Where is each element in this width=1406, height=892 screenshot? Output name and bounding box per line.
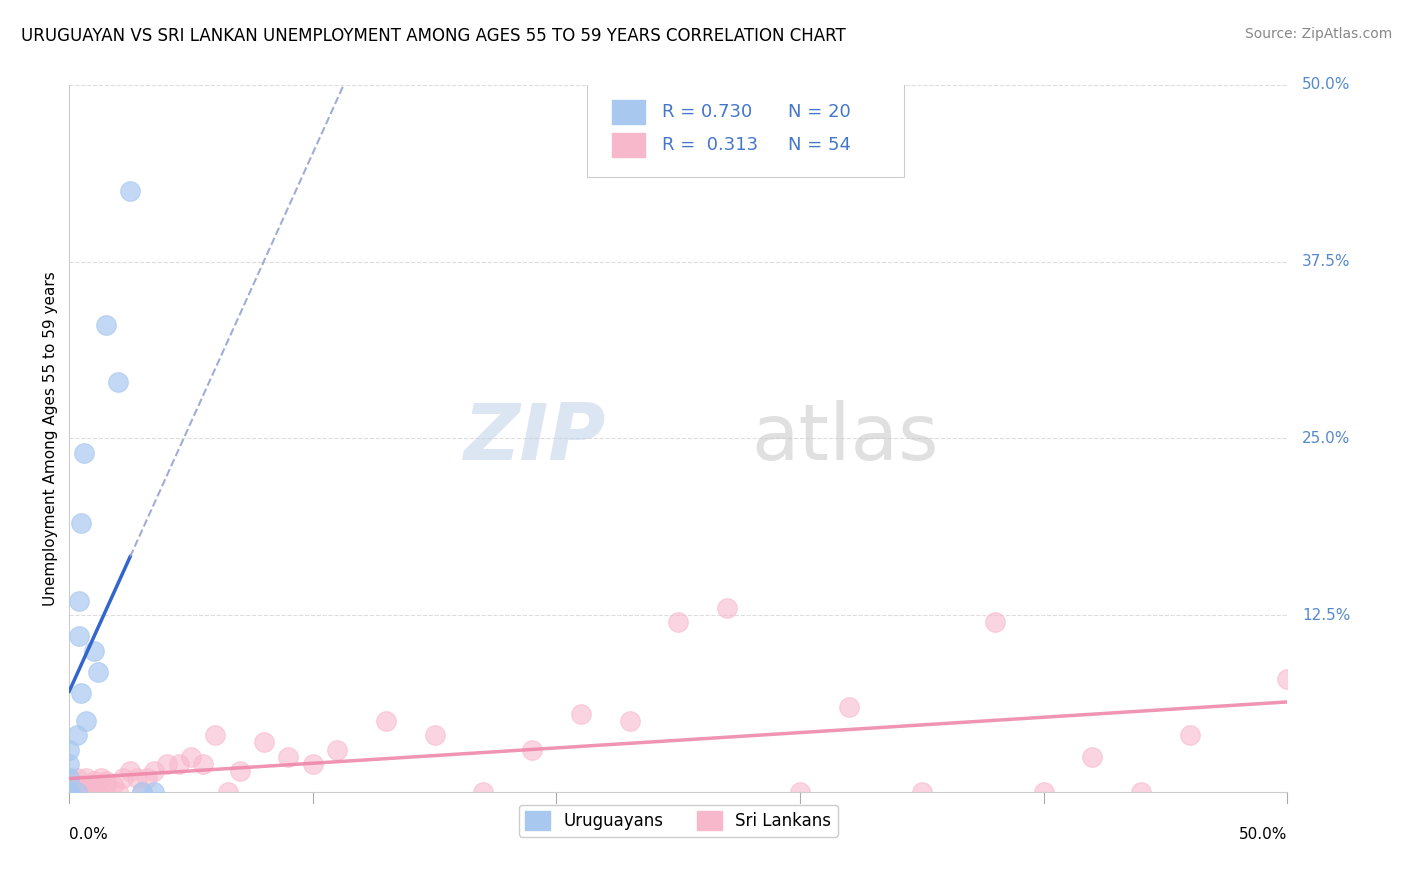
Text: 0.0%: 0.0%	[69, 827, 108, 842]
Text: 25.0%: 25.0%	[1302, 431, 1350, 446]
Point	[58, 771, 80, 785]
Point	[301, 756, 323, 771]
Text: ZIP: ZIP	[463, 401, 605, 476]
Legend: Uruguayans, Sri Lankans: Uruguayans, Sri Lankans	[519, 805, 838, 837]
Point	[111, 771, 134, 785]
Point	[58, 785, 80, 799]
Y-axis label: Unemployment Among Ages 55 to 59 years: Unemployment Among Ages 55 to 59 years	[44, 271, 58, 606]
Point	[73, 785, 96, 799]
Point	[1032, 785, 1054, 799]
Point	[107, 785, 129, 799]
Point	[58, 785, 80, 799]
Point	[94, 318, 117, 333]
Point	[143, 764, 166, 778]
FancyBboxPatch shape	[613, 133, 645, 157]
Point	[90, 771, 112, 785]
Point	[569, 707, 592, 722]
Point	[229, 764, 252, 778]
Point	[77, 785, 100, 799]
Point	[789, 785, 811, 799]
Point	[58, 785, 80, 799]
Point	[65, 785, 87, 799]
Point	[58, 771, 80, 785]
Point	[58, 778, 80, 792]
Point	[73, 445, 96, 459]
Text: 37.5%: 37.5%	[1302, 254, 1350, 269]
Point	[1081, 749, 1104, 764]
Point	[984, 615, 1007, 630]
Point	[70, 785, 93, 799]
Point	[70, 778, 93, 792]
Text: atlas: atlas	[751, 401, 939, 476]
FancyBboxPatch shape	[586, 81, 904, 177]
Point	[58, 756, 80, 771]
Point	[136, 771, 159, 785]
Point	[156, 756, 179, 771]
Point	[1277, 672, 1299, 686]
Point	[131, 785, 153, 799]
Point	[619, 714, 641, 729]
Point	[277, 749, 299, 764]
Point	[143, 785, 166, 799]
Point	[67, 629, 90, 643]
Text: N = 20: N = 20	[787, 103, 851, 120]
Point	[120, 184, 142, 198]
Point	[101, 778, 124, 792]
Point	[87, 785, 110, 799]
Text: 50.0%: 50.0%	[1239, 827, 1288, 842]
Point	[1130, 785, 1153, 799]
Point	[67, 594, 90, 608]
Point	[120, 764, 142, 778]
Point	[70, 516, 93, 531]
Point	[75, 714, 97, 729]
Text: 50.0%: 50.0%	[1302, 78, 1350, 93]
Point	[83, 773, 105, 788]
Point	[87, 665, 110, 679]
Point	[58, 742, 80, 756]
Point	[70, 686, 93, 700]
Text: N = 54: N = 54	[787, 136, 851, 154]
Point	[58, 785, 80, 799]
Point	[107, 375, 129, 389]
Point	[193, 756, 215, 771]
Point	[65, 728, 87, 742]
Point	[217, 785, 239, 799]
Point	[1178, 728, 1201, 742]
Point	[75, 771, 97, 785]
Text: R = 0.730: R = 0.730	[662, 103, 752, 120]
Point	[80, 778, 103, 792]
Text: R =  0.313: R = 0.313	[662, 136, 758, 154]
Point	[423, 728, 446, 742]
Point	[94, 773, 117, 788]
Text: 12.5%: 12.5%	[1302, 607, 1350, 623]
Text: URUGUAYAN VS SRI LANKAN UNEMPLOYMENT AMONG AGES 55 TO 59 YEARS CORRELATION CHART: URUGUAYAN VS SRI LANKAN UNEMPLOYMENT AMO…	[21, 27, 846, 45]
Point	[374, 714, 396, 729]
Point	[666, 615, 689, 630]
Point	[520, 742, 543, 756]
Point	[716, 601, 738, 615]
Point	[838, 700, 860, 714]
Point	[127, 771, 149, 785]
Point	[65, 785, 87, 799]
Point	[326, 742, 349, 756]
Point	[911, 785, 934, 799]
Point	[253, 735, 276, 749]
Text: Source: ZipAtlas.com: Source: ZipAtlas.com	[1244, 27, 1392, 41]
Point	[167, 756, 190, 771]
Point	[83, 643, 105, 657]
Point	[83, 785, 105, 799]
Point	[180, 749, 202, 764]
Point	[204, 728, 226, 742]
Point	[94, 778, 117, 792]
Point	[472, 785, 495, 799]
Point	[65, 771, 87, 785]
Point	[131, 785, 153, 799]
FancyBboxPatch shape	[613, 100, 645, 124]
